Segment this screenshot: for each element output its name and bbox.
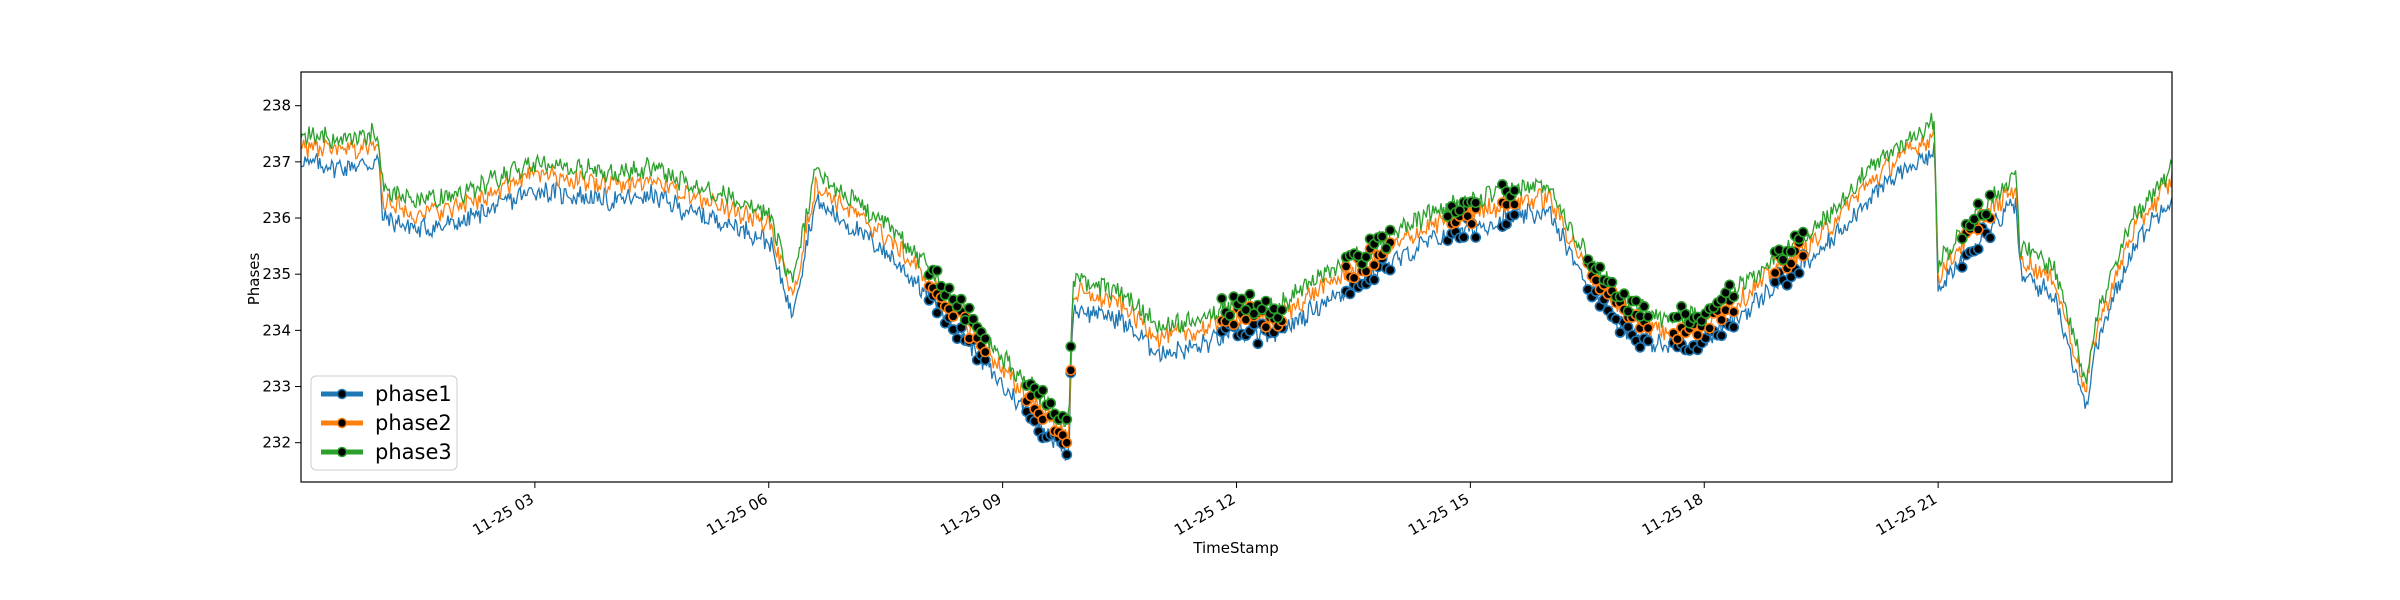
legend-box [310,375,458,471]
legend-marker-phase1 [336,388,348,400]
data-point-phase3 [1360,251,1372,263]
data-point-phase2 [1466,218,1478,230]
data-point-phase3 [963,302,975,314]
y-tick-label: 236 [262,209,291,227]
data-point-phase3 [1244,288,1256,300]
data-point-phase3 [1216,293,1228,304]
data-point-phase2 [1260,321,1272,333]
data-point-phase2 [1368,259,1380,271]
data-point-phase2 [1642,322,1654,334]
data-point-phase3 [1061,413,1073,425]
data-point-phase3 [1248,308,1260,320]
data-point-phase3 [1509,185,1520,196]
data-point-phase1 [1368,274,1380,286]
y-tick-label: 238 [262,97,291,115]
data-point-phase2 [1672,333,1683,345]
data-point-phase3 [1642,311,1654,323]
data-point-phase3 [1224,310,1236,321]
data-point-phase1 [1972,243,1984,255]
data-point-phase1 [1634,341,1646,353]
data-point-phase1 [1956,261,1968,273]
data-point-phase2 [1065,364,1077,376]
y-tick-label: 235 [262,265,291,283]
legend-marker-phase3 [336,446,348,458]
data-point-phase3 [931,265,943,276]
data-point-phase3 [1630,295,1642,307]
data-point-phase3 [979,333,991,344]
data-point-phase3 [1956,233,1968,245]
data-point-phase1 [1984,232,1996,244]
data-point-phase2 [1061,437,1073,449]
data-point-phase3 [1785,246,1797,258]
data-point-phase3 [1454,205,1466,216]
data-point-phase1 [1344,288,1356,300]
legend-label-phase1: phase1 [375,382,452,406]
data-point-phase3 [1376,231,1388,242]
data-point-phase2 [1716,314,1727,326]
data-point-phase3 [1606,276,1618,288]
data-point-phase2 [1340,260,1352,272]
data-point-phase2 [1228,319,1240,331]
data-point-phase2 [979,346,991,358]
data-point-phase3 [1797,226,1809,238]
data-point-phase1 [1458,231,1470,243]
data-point-phase3 [943,282,955,294]
y-tick-label: 237 [262,153,291,171]
data-point-phase3 [1618,288,1630,300]
data-point-phase1 [1614,327,1626,338]
data-point-phase1 [1252,338,1264,350]
y-axis-label: Phases [245,253,263,306]
data-point-phase3 [1638,300,1650,312]
data-point-phase3 [1980,208,1992,220]
data-point-phase3 [955,293,967,305]
legend-marker-phase2 [336,417,348,429]
marker-layer [923,179,1996,460]
data-point-phase3 [1972,198,1984,210]
data-point-phase3 [1065,341,1077,352]
y-axis: 232 233 234 235 236 237 238 [262,97,301,452]
data-point-phase3 [1037,384,1049,396]
data-point-phase1 [931,307,943,319]
data-point-phase1 [1061,449,1073,460]
data-point-phase1 [1384,264,1396,276]
data-point-phase3 [1622,305,1634,317]
data-point-phase2 [947,310,959,322]
data-point-phase3 [1380,242,1392,254]
data-point-phase3 [1724,279,1735,291]
y-tick-label: 232 [262,434,291,452]
data-point-phase3 [1260,295,1272,307]
data-point-phase3 [1276,304,1288,316]
x-axis-label: TimeStamp [1192,539,1278,557]
data-point-phase2 [1728,306,1740,318]
data-point-phase3 [1984,189,1996,201]
data-point-phase3 [1777,254,1789,266]
data-point-phase3 [1594,261,1606,273]
y-tick-label: 234 [262,321,291,339]
data-point-phase3 [1470,197,1482,209]
data-point-phase3 [1384,224,1396,236]
data-point-phase2 [1769,267,1781,279]
data-point-phase2 [1704,322,1715,334]
data-point-phase1 [1716,330,1727,342]
data-point-phase3 [1045,397,1057,409]
data-point-phase2 [1797,250,1809,262]
data-point-phase1 [1470,231,1482,243]
data-point-phase3 [1236,293,1248,305]
data-point-phase2 [1348,272,1360,284]
data-point-phase3 [1728,291,1740,303]
legend-label-phase2: phase2 [375,411,452,435]
legend: phase1 phase2 phase3 [310,375,458,471]
data-point-phase1 [1509,209,1520,221]
data-point-phase2 [1692,329,1703,341]
legend-label-phase3: phase3 [375,440,452,464]
data-point-phase1 [1793,267,1805,279]
data-point-phase1 [1642,335,1654,347]
data-point-phase1 [1728,321,1740,333]
y-tick-label: 233 [262,378,291,396]
